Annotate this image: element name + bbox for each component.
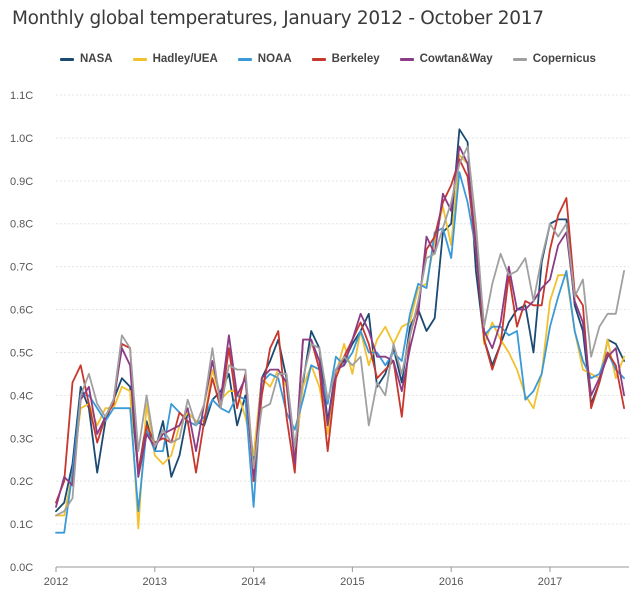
legend-swatch bbox=[237, 57, 252, 61]
y-tick-label: 0.6C bbox=[10, 305, 33, 317]
y-tick-label: 0.4C bbox=[10, 390, 33, 402]
legend-label: NASA bbox=[80, 53, 113, 65]
series-line-hadley-uea bbox=[55, 154, 625, 530]
x-tick-label: 2014 bbox=[241, 576, 265, 588]
y-tick-label: 1.0C bbox=[10, 133, 33, 145]
chart-title: Monthly global temperatures, January 201… bbox=[12, 8, 544, 29]
legend-swatch bbox=[399, 57, 414, 61]
legend-label: Hadley/UEA bbox=[152, 53, 218, 65]
y-tick-label: 1.1C bbox=[10, 90, 33, 102]
y-tick-label: 0.2C bbox=[10, 476, 33, 488]
legend-label: Cowtan&Way bbox=[419, 53, 493, 65]
chart-legend: NASA Hadley/UEA NOAA Berkeley Cowtan&Way Cope… bbox=[60, 50, 616, 68]
y-tick-label: 0.1C bbox=[10, 519, 33, 531]
legend-item-berkeley: Berkeley bbox=[311, 53, 380, 65]
series-line-cowtan-way bbox=[55, 145, 625, 508]
legend-item-cowtan-way: Cowtan&Way bbox=[399, 53, 493, 65]
legend-swatch bbox=[60, 57, 74, 61]
legend-label: NOAA bbox=[257, 53, 292, 65]
y-tick-label: 0.7C bbox=[10, 262, 33, 274]
x-tick-label: 2016 bbox=[439, 576, 463, 588]
legend-swatch bbox=[512, 57, 527, 61]
x-tick-label: 2015 bbox=[340, 576, 364, 588]
y-tick-label: 0.8C bbox=[10, 219, 33, 231]
x-tick-label: 2013 bbox=[143, 576, 167, 588]
legend-label: Copernicus bbox=[532, 53, 596, 65]
y-tick-label: 0.0C bbox=[10, 562, 33, 574]
x-tick-label: 2017 bbox=[538, 576, 562, 588]
x-tick-label: 2012 bbox=[44, 576, 68, 588]
y-tick-label: 0.3C bbox=[10, 433, 33, 445]
legend-swatch bbox=[132, 57, 147, 61]
legend-label: Berkeley bbox=[331, 53, 380, 65]
y-tick-label: 0.5C bbox=[10, 347, 33, 359]
series-line-copernicus bbox=[55, 145, 625, 517]
legend-swatch bbox=[311, 57, 326, 61]
series-line-berkeley bbox=[55, 158, 625, 504]
legend-item-hadley-uea: Hadley/UEA bbox=[132, 53, 218, 65]
legend-item-noaa: NOAA bbox=[237, 53, 292, 65]
legend-item-copernicus: Copernicus bbox=[512, 53, 596, 65]
legend-item-nasa: NASA bbox=[60, 53, 113, 65]
y-tick-label: 0.9C bbox=[10, 176, 33, 188]
